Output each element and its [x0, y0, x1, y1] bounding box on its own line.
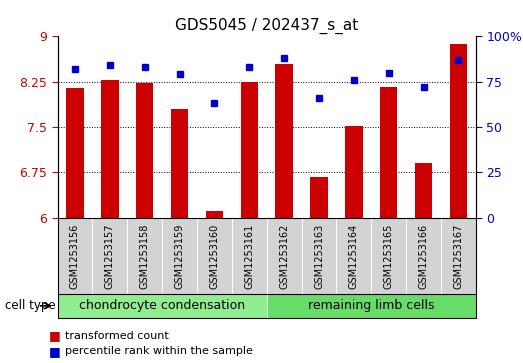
Text: GSM1253161: GSM1253161 — [244, 223, 254, 289]
Text: remaining limb cells: remaining limb cells — [308, 299, 435, 312]
Text: GSM1253166: GSM1253166 — [418, 223, 429, 289]
Bar — [66, 88, 84, 218]
Bar — [171, 109, 188, 218]
Text: GSM1253162: GSM1253162 — [279, 223, 289, 289]
Text: GSM1253156: GSM1253156 — [70, 223, 80, 289]
Bar — [276, 64, 293, 218]
Text: percentile rank within the sample: percentile rank within the sample — [65, 346, 253, 356]
Text: ■: ■ — [49, 329, 61, 342]
Text: ■: ■ — [49, 345, 61, 358]
Text: GSM1253165: GSM1253165 — [384, 223, 394, 289]
Text: GSM1253158: GSM1253158 — [140, 223, 150, 289]
Text: GSM1253157: GSM1253157 — [105, 223, 115, 289]
Text: GSM1253164: GSM1253164 — [349, 223, 359, 289]
Bar — [450, 44, 467, 218]
Title: GDS5045 / 202437_s_at: GDS5045 / 202437_s_at — [175, 17, 358, 33]
Bar — [136, 83, 153, 218]
Text: GSM1253167: GSM1253167 — [453, 223, 463, 289]
Bar — [380, 86, 397, 218]
Bar — [241, 82, 258, 218]
Bar — [415, 163, 433, 218]
Text: chondrocyte condensation: chondrocyte condensation — [79, 299, 245, 312]
Bar — [206, 211, 223, 218]
Text: cell type: cell type — [5, 299, 56, 312]
Text: GSM1253160: GSM1253160 — [209, 223, 220, 289]
Bar — [345, 126, 362, 218]
Bar — [101, 81, 119, 218]
Text: GSM1253159: GSM1253159 — [175, 223, 185, 289]
Bar — [310, 177, 328, 218]
Text: GSM1253163: GSM1253163 — [314, 223, 324, 289]
Text: transformed count: transformed count — [65, 331, 169, 341]
